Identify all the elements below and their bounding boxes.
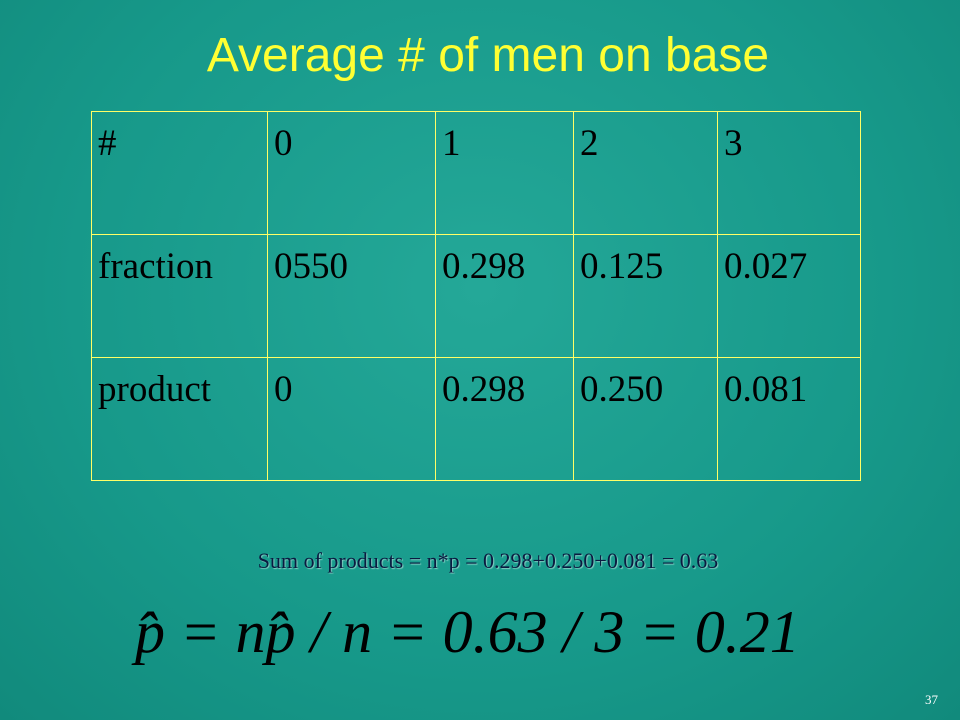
table-cell: 0 (267, 357, 436, 481)
table-row: product 0 0.298 0.250 0.081 (91, 357, 861, 481)
table-cell: 0.298 (435, 357, 574, 481)
table-cell: 2 (573, 111, 718, 235)
table-cell: # (91, 111, 268, 235)
table-cell: 1 (435, 111, 574, 235)
table-cell: 0.250 (573, 357, 718, 481)
table-cell: 0 (267, 111, 436, 235)
table-cell: 0550 (267, 234, 436, 358)
table-cell: fraction (91, 234, 268, 358)
sum-line: Sum of products = n*p = 0.298+0.250+0.08… (257, 548, 719, 573)
slide-title: Average # of men on base (206, 29, 770, 82)
data-table: #0 1 2 3 fraction 0550 0.298 0.125 0.027 product 0… (91, 111, 861, 481)
table-cell: 0.298 (435, 234, 574, 358)
table-cell: 0.081 (717, 357, 861, 481)
table-cell: 0.027 (717, 234, 861, 358)
table-cell: 0.125 (573, 234, 718, 358)
table-cell: product (91, 357, 268, 481)
formula: p̂ = np̂ / n = 0.63 / 3 = 0.21 (135, 599, 800, 665)
table-row: #0 1 2 3 (91, 111, 861, 235)
table-row: fraction 0550 0.298 0.125 0.027 (91, 234, 861, 358)
table-cell: 3 (717, 111, 861, 235)
page-number: 37 (925, 692, 938, 707)
